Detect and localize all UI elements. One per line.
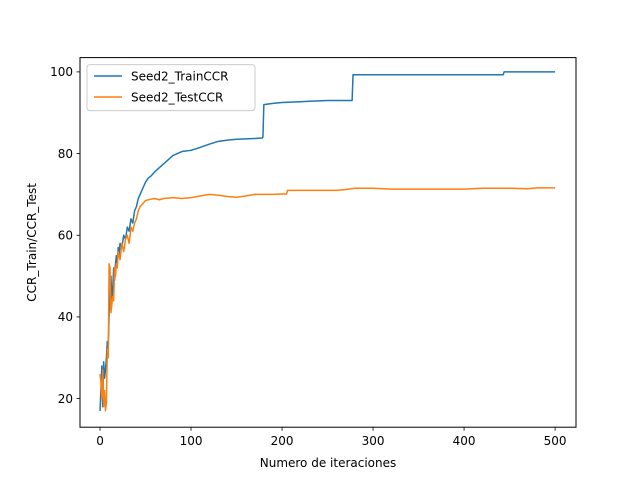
y-tick-label: 100 xyxy=(50,65,73,79)
x-tick-label: 200 xyxy=(271,434,294,448)
y-tick-label: 20 xyxy=(58,392,73,406)
y-tick-label: 80 xyxy=(58,147,73,161)
legend: Seed2_TrainCCR Seed2_TestCCR xyxy=(86,64,256,112)
series-line-test xyxy=(99,187,556,412)
x-tick-label: 300 xyxy=(362,434,385,448)
x-tick-label: 500 xyxy=(544,434,567,448)
legend-box xyxy=(86,64,256,112)
legend-label-test: Seed2_TestCCR xyxy=(131,91,223,105)
legend-label-train: Seed2_TrainCCR xyxy=(131,70,229,84)
x-tick-label: 400 xyxy=(453,434,476,448)
y-axis-title: CCR_Train/CCR_Test xyxy=(25,183,39,302)
series-layer xyxy=(99,71,556,412)
y-tick-label: 60 xyxy=(58,229,73,243)
ticks-layer: 0 100 200 300 400 500 20 40 60 80 100 xyxy=(50,65,566,448)
x-tick-label: 0 xyxy=(96,434,104,448)
x-tick-label: 100 xyxy=(180,434,203,448)
y-tick-label: 40 xyxy=(58,310,73,324)
axes-frame xyxy=(79,57,577,428)
x-axis-title: Numero de iteraciones xyxy=(260,456,397,470)
